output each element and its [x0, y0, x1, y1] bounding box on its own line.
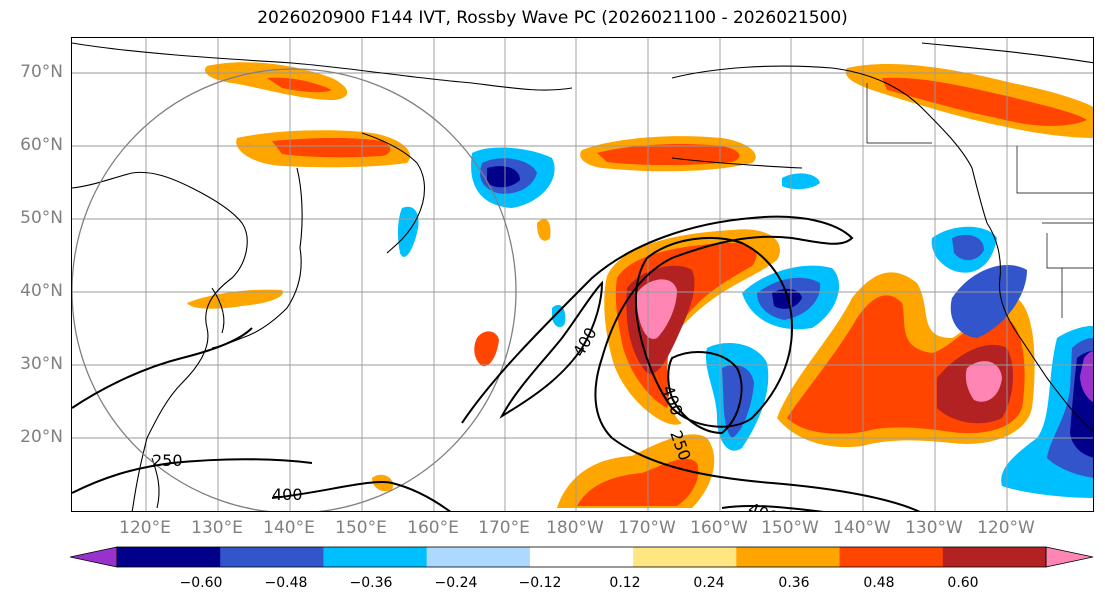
- ivt-contour-250-bottom: [72, 458, 313, 494]
- ivt-contour-400-right: [721, 504, 825, 511]
- negative-anomaly-gulf-alaska-max: [772, 288, 802, 309]
- lon-label-120e: 120°E: [119, 518, 171, 538]
- coastlines: [72, 42, 1093, 511]
- colorbar-segment: [323, 547, 428, 567]
- colorbar: [70, 546, 1094, 568]
- coastline-alaska: [671, 65, 988, 224]
- colorbar-segment: [942, 547, 1047, 567]
- lat-label-20: 20°N: [20, 427, 63, 447]
- lon-label-120w: 120°W: [977, 518, 1035, 538]
- lon-label-170e: 170°E: [478, 518, 530, 538]
- colorbar-segment: [117, 547, 221, 567]
- positive-anomaly-okhotsk-core: [272, 137, 391, 158]
- coastline-kamchatka: [361, 132, 426, 254]
- ivt-contour-250-arc: [461, 215, 921, 511]
- lon-label-140e: 140°E: [263, 518, 315, 538]
- negative-anomaly-east-pacific-extreme: [1080, 351, 1093, 402]
- ivt-contour-250-east-asia: [72, 327, 253, 409]
- positive-anomaly-small-nw: [537, 218, 551, 241]
- colorbar-frame: [116, 546, 1047, 568]
- colorbar-tick-neg036: −0.36: [349, 575, 393, 591]
- ivt-contour-400-inner: [667, 351, 743, 435]
- colorbar-tick-neg048: −0.48: [264, 575, 308, 591]
- colorbar-tick-neg012: −0.12: [518, 575, 562, 591]
- colorbar-tick-048: 0.48: [863, 575, 895, 591]
- lat-label-60: 60°N: [20, 135, 63, 155]
- lon-label-180w: 180°W: [546, 518, 604, 538]
- negative-anomaly-subtropical-west-core: [722, 364, 754, 438]
- negative-anomaly-pnw-core: [952, 234, 984, 261]
- lat-label-30: 30°N: [20, 354, 63, 374]
- colorbar-segment: [633, 547, 737, 567]
- lat-label-40: 40°N: [20, 281, 63, 301]
- colorbar-tick-036: 0.36: [778, 575, 810, 591]
- contour-label-400-bottom: 400: [272, 485, 303, 504]
- coastline-east-asia: [72, 171, 248, 511]
- positive-anomaly-bering-core: [597, 144, 740, 165]
- negative-anomaly-california: [950, 265, 1027, 338]
- positive-anomaly-small-24n: [372, 474, 393, 492]
- lon-label-160w: 160°W: [690, 518, 748, 538]
- colorbar-extend-max: [1045, 546, 1094, 568]
- ivt-contour-400-loop: [634, 237, 794, 428]
- positive-anomaly-subtropical-peak: [965, 361, 1002, 402]
- coastline-arctic-asia: [72, 42, 573, 91]
- map-title: 2026020900 F144 IVT, Rossby Wave PC (202…: [257, 8, 848, 28]
- coastline-philippines: [151, 457, 160, 509]
- colorbar-tick-neg024: −0.24: [434, 575, 478, 591]
- lat-label-50: 50°N: [20, 208, 63, 228]
- colorbar-segment: [426, 547, 531, 567]
- positive-anomaly-alaska-core: [882, 77, 1087, 126]
- lon-label-160e: 160°E: [407, 518, 459, 538]
- lon-label-150e: 150°E: [335, 518, 387, 538]
- coastline-aleutians: [671, 157, 803, 169]
- coastline-sakhalin: [296, 167, 303, 249]
- lon-label-130e: 130°E: [191, 518, 243, 538]
- negative-anomaly-small-bering: [782, 173, 820, 190]
- positive-anomaly-midpacific-peak: [637, 279, 677, 339]
- colorbar-tick-neg060: −0.60: [179, 575, 223, 591]
- colorbar-tick-024: 0.24: [693, 575, 725, 591]
- coastline-canada-interior: [921, 42, 1093, 64]
- negative-anomaly-kamchatka-max: [487, 166, 520, 188]
- colorbar-tick-012: 0.12: [609, 575, 641, 591]
- lon-label-140w: 140°W: [833, 518, 891, 538]
- positive-anomaly-siberia-core: [267, 77, 332, 93]
- lat-label-70: 70°N: [20, 62, 63, 82]
- ivt-contour-400-bottom: [271, 481, 451, 511]
- map-canvas: 400 250 400 250 400 400: [72, 38, 1093, 512]
- reference-circle: [72, 68, 517, 511]
- coastline-korea: [211, 287, 225, 334]
- graticule: [72, 38, 1093, 511]
- ivt-contour-400-arc: [499, 280, 604, 419]
- contour-label-400-arc: 400: [569, 324, 601, 360]
- positive-anomaly-bottom-center-core: [577, 458, 699, 506]
- map-plot-area: 400 250 400 250 400 400: [71, 37, 1094, 512]
- coastline-west-na: [986, 222, 1093, 432]
- colorbar-segment: [736, 547, 841, 567]
- colorbar-segment: [839, 547, 944, 567]
- lon-label-150w: 150°W: [761, 518, 819, 538]
- anomaly-fill-layer: [187, 62, 1093, 508]
- ivt-contours: [72, 215, 921, 511]
- colorbar-tick-060: 0.60: [947, 575, 979, 591]
- colorbar-segment: [220, 547, 324, 567]
- lon-label-170w: 170°W: [618, 518, 676, 538]
- contour-label-250-bottom: 250: [152, 451, 183, 470]
- colorbar-extend-min: [70, 546, 118, 568]
- positive-anomaly-small-30n: [474, 331, 499, 367]
- positive-anomaly-korea: [187, 289, 283, 309]
- colorbar-segments: [70, 546, 1094, 568]
- negative-anomaly-small-35n: [552, 304, 566, 328]
- colorbar-segment: [529, 547, 634, 567]
- contour-label-400-right: 400: [746, 499, 781, 512]
- lon-label-130w: 130°W: [905, 518, 963, 538]
- political-borders: [866, 83, 1093, 318]
